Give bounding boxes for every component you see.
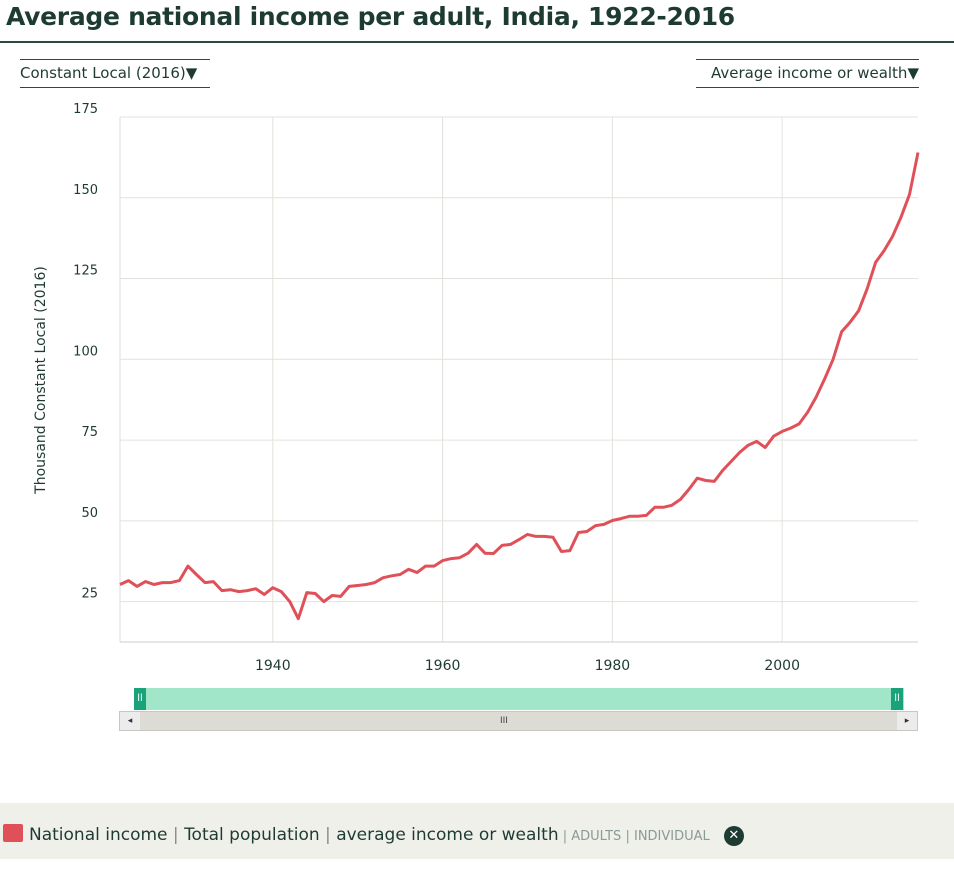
x-tick-label: 1940 [255,658,291,674]
currency-label: Constant Local (2016) [20,64,186,82]
y-axis-title: Thousand Constant Local (2016) [33,266,49,495]
scroll-grip[interactable]: III [500,716,508,726]
x-tick-label: 1960 [425,658,461,674]
indicator-label: Average income or wealth [711,64,908,82]
x-tick-label: 2000 [764,658,800,674]
scroll-left-button[interactable]: ◂ [120,712,140,730]
scroll-right-button[interactable]: ▸ [897,712,917,730]
page-title: Average national income per adult, India… [6,2,735,31]
arrow-right-icon: ▸ [904,716,910,726]
legend-measure: average income or wealth [336,825,559,845]
legend-unit-individual: INDIVIDUAL [633,829,710,844]
title-divider [0,41,954,43]
caret-down-icon: ▼ [185,64,198,82]
legend-population: Total population [184,825,320,845]
legend-bar: National income | Total population | ave… [0,803,954,859]
scrollbar[interactable]: ◂ III ▸ [119,711,918,731]
currency-dropdown[interactable]: Constant Local (2016)▼ [20,59,210,88]
series-color-swatch [3,824,23,842]
remove-series-close-icon[interactable]: ✕ [723,826,744,846]
y-tick-label: 100 [73,344,98,359]
y-tick-label: 75 [81,425,98,440]
y-tick-label: 25 [81,587,98,602]
legend-unit-adults: ADULTS [571,829,622,844]
legend-series: National income [29,825,168,845]
y-tick-label: 125 [73,264,98,279]
y-tick-label: 150 [73,183,98,198]
line-chart: 25 50 75 100 125 150 175 1940 1960 1980 2000 Thousa… [33,102,920,674]
navigator-right-handle[interactable]: ll [891,688,903,710]
y-tick-label: 50 [81,506,98,521]
arrow-left-icon: ◂ [127,716,133,726]
indicator-dropdown[interactable]: Average income or wealth▼ [696,59,919,88]
series-line-national-income [119,152,920,621]
range-navigator[interactable] [134,688,904,710]
x-tick-label: 1980 [595,658,631,674]
y-tick-label: 175 [73,102,98,117]
navigator-left-handle[interactable]: ll [134,688,146,710]
caret-down-icon: ▼ [907,64,919,82]
